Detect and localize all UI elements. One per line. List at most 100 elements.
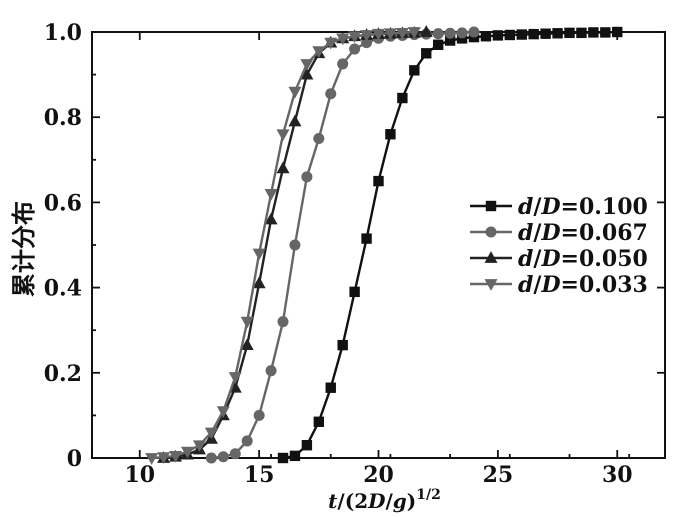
y-tick-label: 1.0 — [44, 20, 82, 46]
data-point — [252, 276, 266, 289]
series-d-0-033 — [145, 27, 421, 465]
data-point — [192, 440, 206, 453]
y-tick-label: 0 — [67, 446, 82, 472]
data-point — [361, 233, 372, 244]
data-point — [588, 27, 599, 38]
data-point — [552, 28, 563, 39]
data-point — [276, 129, 290, 142]
data-point — [325, 382, 336, 393]
legend-entry: d/D=0.067 — [470, 220, 648, 246]
data-point — [324, 37, 338, 50]
data-point — [421, 48, 432, 59]
series-line — [151, 30, 415, 460]
data-point — [456, 33, 468, 44]
data-point — [313, 132, 325, 145]
data-point — [301, 440, 313, 451]
data-point — [349, 43, 361, 55]
y-tick-label: 0.4 — [44, 276, 82, 302]
data-point — [228, 372, 242, 384]
data-point — [468, 26, 480, 38]
data-point — [385, 129, 396, 140]
data-point — [432, 28, 444, 40]
data-point — [337, 58, 349, 70]
data-point — [361, 37, 373, 49]
data-point — [612, 26, 623, 38]
data-point — [288, 86, 302, 99]
data-point — [372, 28, 385, 41]
legend-entry: d/D=0.033 — [470, 272, 648, 298]
data-point — [360, 30, 374, 42]
x-tick-label: 30 — [602, 462, 633, 488]
data-point — [145, 453, 159, 465]
data-point — [204, 427, 218, 440]
data-point — [492, 30, 504, 41]
x-tick-label: 25 — [483, 462, 514, 488]
data-point — [289, 239, 301, 251]
data-point — [407, 27, 421, 39]
data-point — [444, 27, 456, 39]
data-point — [277, 452, 289, 464]
data-point — [504, 29, 516, 41]
series-d-0-067 — [205, 26, 480, 464]
series-layer — [145, 25, 623, 465]
data-point — [397, 92, 408, 104]
legend-label: d/D=0.067 — [518, 220, 648, 246]
legend-marker — [484, 279, 498, 291]
data-point — [217, 451, 229, 463]
data-point — [288, 114, 302, 127]
x-tick-label: 15 — [244, 462, 275, 488]
y-tick-label: 0.8 — [44, 105, 82, 131]
data-point — [348, 31, 362, 44]
data-point — [480, 31, 492, 42]
data-point — [409, 65, 420, 76]
data-point — [277, 316, 289, 328]
data-point — [325, 88, 337, 100]
data-point — [349, 286, 360, 298]
legend-label: d/D=0.033 — [518, 272, 648, 298]
legend-label: d/D=0.050 — [518, 246, 648, 272]
data-point — [157, 452, 171, 464]
data-point — [276, 161, 290, 174]
data-point — [516, 29, 527, 40]
data-point — [264, 189, 278, 201]
legend-marker — [485, 200, 497, 212]
data-point — [564, 27, 575, 39]
data-point — [600, 27, 611, 38]
legend-label: d/D=0.100 — [518, 194, 648, 220]
data-point — [432, 39, 444, 50]
data-point — [265, 365, 277, 377]
data-point — [313, 416, 325, 427]
data-point — [301, 171, 313, 183]
y-axis-label: 累计分布 — [10, 201, 38, 297]
y-tick-label: 0.2 — [44, 361, 82, 387]
data-point — [205, 452, 217, 464]
data-point — [240, 316, 254, 329]
data-point — [540, 28, 551, 39]
x-axis-label: t/(2D/g)1/2 — [328, 487, 441, 513]
data-point — [240, 338, 254, 350]
y-tick-label: 0.6 — [44, 190, 82, 216]
data-point — [576, 27, 587, 39]
data-point — [395, 27, 409, 40]
data-point — [229, 448, 241, 460]
data-point — [216, 406, 230, 418]
data-point — [456, 27, 468, 39]
legend-marker — [485, 226, 497, 238]
data-point — [337, 339, 348, 351]
x-tick-label: 20 — [363, 462, 394, 488]
x-tick-label: 10 — [124, 462, 155, 488]
series-d-0-100 — [277, 26, 623, 464]
data-point — [252, 248, 266, 261]
data-point — [444, 35, 456, 46]
data-point — [312, 46, 326, 58]
series-line — [211, 30, 475, 460]
data-point — [300, 67, 314, 80]
data-point — [241, 435, 253, 447]
data-point — [373, 175, 384, 187]
data-point — [253, 409, 265, 421]
data-point — [264, 212, 278, 225]
legend-entry: d/D=0.100 — [470, 194, 648, 220]
data-point — [383, 28, 397, 41]
data-point — [528, 28, 539, 40]
